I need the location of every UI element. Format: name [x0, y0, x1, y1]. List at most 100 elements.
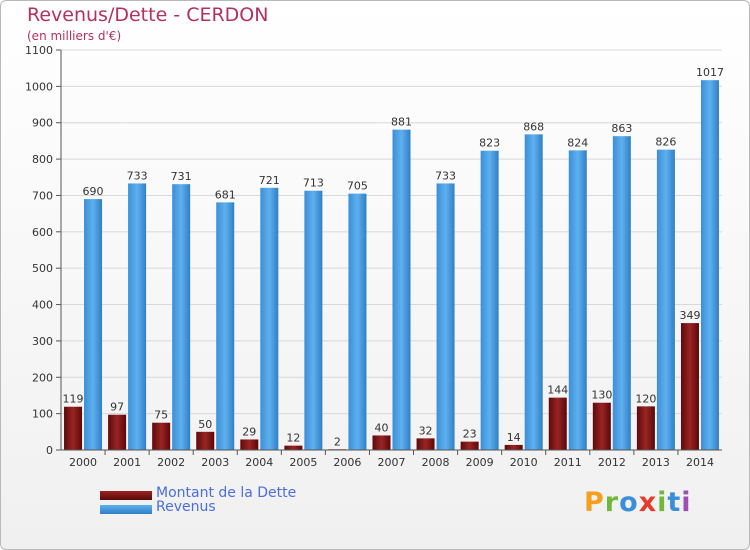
logo-letter: o	[619, 487, 639, 518]
y-tick-label: 900	[32, 117, 53, 130]
x-tick-label: 2014	[686, 456, 714, 469]
data-label-dette: 119	[63, 393, 84, 406]
y-tick-label: 700	[32, 189, 53, 202]
x-tick-label: 2007	[378, 456, 406, 469]
bar-revenus	[348, 193, 367, 451]
x-tick-label: 2013	[642, 456, 670, 469]
logo-letter: t	[667, 487, 682, 518]
x-tick-label: 2010	[510, 456, 538, 469]
data-label-dette: 29	[242, 425, 256, 438]
data-label-revenus: 868	[523, 120, 544, 133]
bar-revenus	[260, 187, 279, 450]
y-tick-label: 600	[32, 226, 53, 239]
y-tick-label: 1000	[25, 80, 53, 93]
bar-revenus	[612, 136, 631, 450]
data-label-dette: 40	[375, 421, 389, 434]
y-tick-label: 200	[32, 371, 53, 384]
legend-swatch-revenus	[100, 505, 152, 514]
bar-revenus	[216, 202, 235, 450]
bar-revenus	[700, 80, 719, 450]
data-label-dette: 75	[154, 409, 168, 422]
bar-dette	[460, 441, 479, 450]
x-tick-label: 2005	[289, 456, 317, 469]
data-label-revenus: 1017	[696, 66, 724, 79]
data-label-dette: 32	[419, 424, 433, 437]
data-label-dette: 14	[507, 431, 521, 444]
x-tick-label: 2008	[422, 456, 450, 469]
bar-revenus	[172, 184, 191, 450]
data-label-dette: 12	[286, 432, 300, 445]
data-labels: 119 690 97 733 75 731 50 681 29 721 12 713 2 705 40 881…	[63, 66, 724, 448]
data-label-revenus: 826	[655, 136, 676, 149]
bar-dette	[196, 431, 215, 450]
data-label-dette: 50	[198, 418, 212, 431]
bar-dette	[108, 414, 127, 450]
bar-dette	[504, 444, 523, 450]
logo-letter: i	[657, 487, 668, 518]
y-tick-label: 400	[32, 299, 53, 312]
data-label-dette: 2	[334, 435, 341, 448]
bars	[64, 80, 719, 451]
bar-revenus	[436, 183, 455, 451]
y-tick-label: 1100	[25, 44, 53, 57]
bar-dette	[636, 406, 655, 450]
logo-letter: P	[584, 487, 605, 518]
legend-label-dette: Montant de la Dette	[156, 485, 297, 501]
legend-label-revenus: Revenus	[156, 499, 216, 515]
x-tick-label: 2001	[113, 456, 141, 469]
data-label-revenus: 733	[127, 169, 148, 182]
bar-dette	[372, 435, 391, 450]
bar-dette	[592, 402, 611, 450]
bar-revenus	[392, 129, 411, 451]
bar-dette	[284, 445, 303, 450]
x-tick-label: 2011	[554, 456, 582, 469]
bar-revenus	[84, 199, 103, 450]
data-label-revenus: 881	[391, 116, 412, 129]
data-label-dette: 23	[463, 428, 477, 441]
bar-dette	[152, 422, 171, 450]
x-tick-label: 2006	[333, 456, 361, 469]
y-tick-label: 800	[32, 153, 53, 166]
grid-lines	[61, 49, 722, 415]
data-label-dette: 130	[591, 389, 612, 402]
chart-title: Revenus/Dette - CERDON	[27, 4, 269, 26]
data-label-revenus: 705	[347, 180, 368, 193]
y-tick-label: 100	[32, 408, 53, 421]
data-label-revenus: 690	[83, 185, 104, 198]
proxiti-logo: Proxiti	[584, 487, 692, 518]
bar-revenus	[524, 134, 543, 450]
bar-dette	[548, 397, 567, 450]
bar-revenus	[304, 190, 323, 450]
data-label-revenus: 681	[215, 188, 236, 201]
data-label-revenus: 733	[435, 169, 456, 182]
x-tick-label: 2009	[466, 456, 494, 469]
data-label-dette: 349	[679, 309, 700, 322]
data-label-revenus: 721	[259, 174, 280, 187]
y-tick-label: 500	[32, 262, 53, 275]
bar-revenus	[128, 183, 147, 451]
bar-dette	[680, 323, 699, 450]
bar-dette	[64, 406, 83, 450]
bar-revenus	[656, 149, 675, 451]
y-tick-label: 0	[46, 444, 53, 457]
data-label-revenus: 713	[303, 177, 324, 190]
data-label-dette: 144	[547, 384, 568, 397]
data-label-revenus: 731	[171, 170, 192, 183]
bar-revenus	[480, 150, 499, 450]
logo-letter: x	[638, 487, 658, 518]
x-tick-label: 2004	[245, 456, 273, 469]
data-label-revenus: 823	[479, 137, 500, 150]
y-tick-label: 300	[32, 335, 53, 348]
logo-letter: i	[681, 487, 692, 518]
bar-revenus	[568, 150, 587, 450]
x-tick-label: 2000	[69, 456, 97, 469]
data-label-dette: 97	[110, 401, 124, 414]
legend-swatch-dette	[100, 491, 152, 500]
x-tick-label: 2012	[598, 456, 626, 469]
axes: 0 100 200 300 400 500 600 700 800 900 1000 1100 2000…	[25, 44, 722, 469]
data-label-revenus: 824	[567, 136, 588, 149]
logo-letter: r	[604, 487, 620, 518]
bar-dette	[416, 438, 435, 450]
x-tick-label: 2002	[157, 456, 185, 469]
